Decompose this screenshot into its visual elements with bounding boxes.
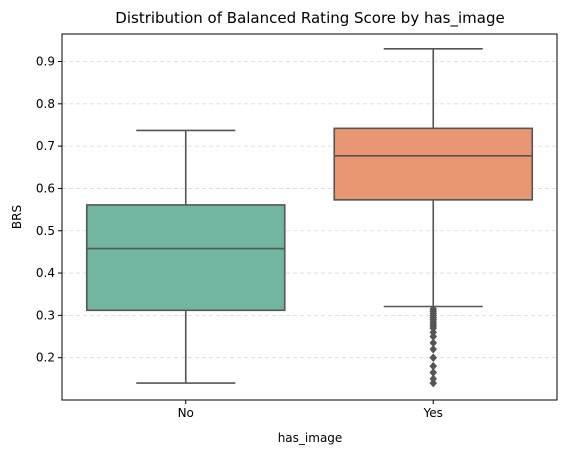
y-tick-label: 0.3 — [36, 308, 55, 322]
y-axis: 0.2 0.3 0.4 0.5 0.6 0.7 0.8 0.9 — [36, 55, 62, 365]
outlier-point — [429, 374, 438, 384]
y-tick-label: 0.8 — [36, 97, 55, 111]
y-tick-label: 0.7 — [36, 139, 55, 153]
y-tick-label: 0.5 — [36, 224, 55, 238]
iqr-box — [333, 127, 534, 201]
chart-title: Distribution of Balanced Rating Score by… — [115, 9, 504, 28]
outlier-point — [429, 304, 438, 314]
outlier-point — [429, 338, 438, 348]
box-yes — [333, 48, 534, 388]
x-tick-label: No — [178, 406, 194, 420]
y-tick-label: 0.2 — [36, 351, 55, 365]
x-axis: No Yes — [178, 400, 443, 420]
outlier-point — [429, 361, 438, 371]
y-axis-label: BRS — [10, 205, 24, 229]
iqr-box — [85, 204, 286, 312]
y-tick-label: 0.9 — [36, 55, 55, 69]
plot-frame — [61, 33, 558, 401]
x-axis-label: has_image — [278, 431, 343, 445]
y-tick-label: 0.4 — [36, 266, 55, 280]
box-no — [85, 129, 286, 384]
outlier-point — [429, 353, 438, 363]
outlier-point — [429, 344, 438, 354]
outlier-point — [429, 368, 438, 377]
boxes-layer — [85, 48, 534, 388]
x-tick-label: Yes — [423, 406, 443, 420]
y-tick-label: 0.6 — [36, 181, 55, 195]
grid-lines — [62, 61, 557, 359]
